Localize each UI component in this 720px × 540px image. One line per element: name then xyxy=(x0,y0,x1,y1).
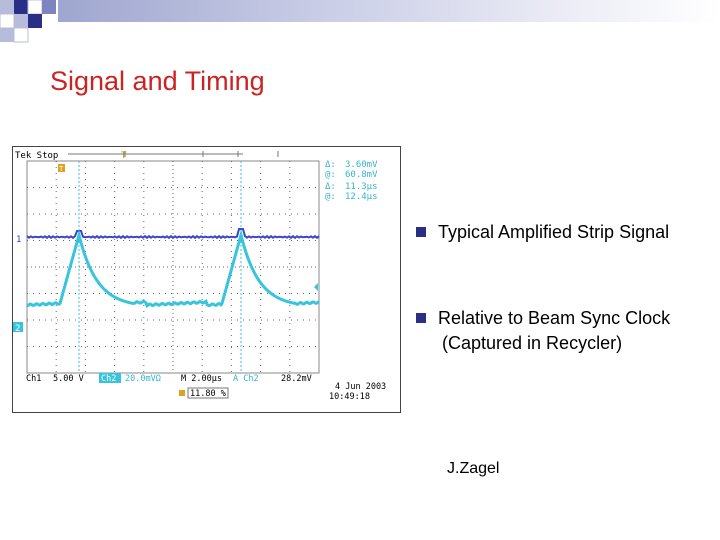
readout-label-2: @: xyxy=(325,170,336,180)
bullet-text-line2: (Captured in Recycler) xyxy=(442,333,623,353)
corner-pattern-decoration xyxy=(0,0,56,43)
readout-value-3: 11.3μs xyxy=(345,182,378,192)
capture-time: 10:49:18 xyxy=(329,392,370,402)
readout-label-4: @: xyxy=(325,192,336,202)
oscilloscope-capture: T Tek Stop T 1 2 Δ: 3.60mV @: 60.8mV Δ: … xyxy=(12,146,401,413)
author-credit: J.Zagel xyxy=(447,460,500,477)
ch1-marker: 1 xyxy=(16,235,21,245)
ch1-scale: 5.00 V xyxy=(53,374,84,384)
ch2-strip-signal-trace xyxy=(26,229,320,309)
bullet-square-icon xyxy=(416,313,426,323)
ch1-label: Ch1 xyxy=(26,374,41,384)
trigger-marker-label: T xyxy=(59,165,64,173)
ch1-clock-trace xyxy=(26,228,320,240)
readout-value-2: 60.8mV xyxy=(345,170,378,180)
readout-value-4: 12.4μs xyxy=(345,192,378,202)
bullet-text: Typical Amplified Strip Signal xyxy=(438,222,670,242)
oscilloscope-screen: T Tek Stop T 1 2 Δ: 3.60mV @: 60.8mV Δ: … xyxy=(13,151,386,402)
ch2-scale: 20.0mVΩ xyxy=(125,374,161,384)
ch2-label-box xyxy=(99,373,121,383)
timebase: M 2.00μs xyxy=(181,374,222,384)
slide-title: Signal and Timing xyxy=(50,66,265,96)
readout-value-1: 3.60mV xyxy=(345,160,378,170)
ch2-marker-box xyxy=(13,322,23,332)
trigger-position-box xyxy=(187,387,229,399)
bullet-item: Relative to Beam Sync Clock (Captured in… xyxy=(416,306,720,356)
trigger-position-marker xyxy=(58,164,65,172)
ch2-trigger-level-marker xyxy=(314,283,318,291)
ch2-marker: 2 xyxy=(15,324,20,334)
readout-label-3: Δ: xyxy=(325,182,336,192)
ch2-label: Ch2 xyxy=(101,374,116,384)
capture-date: 4 Jun 2003 xyxy=(335,382,386,392)
svg-text:T: T xyxy=(121,151,127,161)
header-gradient-bar xyxy=(58,0,720,22)
scope-header: Tek Stop xyxy=(15,151,58,161)
readout-label-1: Δ: xyxy=(325,160,336,170)
bullet-item: Typical Amplified Strip Signal xyxy=(416,220,669,245)
graticule-grid xyxy=(27,161,319,373)
trigger-position: 11.80 % xyxy=(190,389,226,399)
trigger-position-icon xyxy=(179,390,185,396)
bullet-text-line1: Relative to Beam Sync Clock xyxy=(438,308,671,328)
trigger-source: A Ch2 xyxy=(233,374,259,384)
bullet-square-icon xyxy=(416,227,426,237)
trigger-level: 28.2mV xyxy=(281,374,312,384)
